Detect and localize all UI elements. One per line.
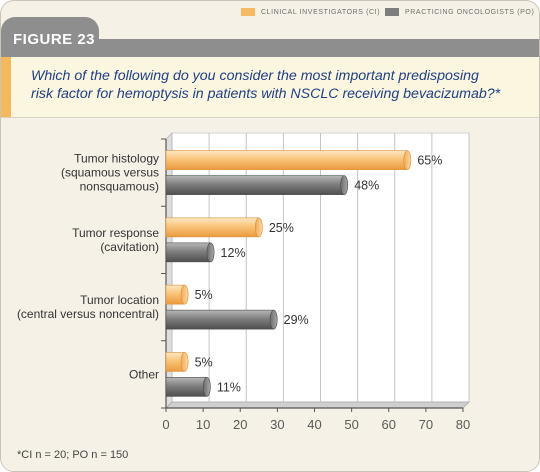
x-tick-label-10: 10 (196, 417, 210, 432)
x-tick-label-70: 70 (419, 417, 433, 432)
bar-po-1 (165, 242, 211, 263)
category-label-1-line-1: (cavitation) (100, 240, 159, 254)
x-tick-label-80: 80 (456, 417, 470, 432)
category-label-2-line-1: (central versus noncentral) (17, 307, 159, 321)
question-box: Which of the following do you consider t… (1, 57, 539, 118)
bar-cap-po-0 (340, 175, 349, 195)
category-label-3-line-0: Other (129, 367, 159, 381)
value-label-ci-0: 65% (417, 154, 442, 168)
footnote: *CI n = 20; PO n = 150 (17, 449, 129, 461)
plot-floor (165, 401, 470, 409)
legend-item-po: PRACTICING ONCOLOGISTS (PO) (385, 8, 534, 16)
chart-labels: Tumor histology(squamous versusnonsquamo… (17, 152, 442, 395)
x-tick-label-40: 40 (307, 417, 321, 432)
value-label-ci-1: 25% (269, 221, 294, 235)
question-accent-bar (1, 57, 11, 117)
bar-po-0 (165, 175, 345, 195)
value-label-ci-2: 5% (195, 288, 213, 302)
value-label-po-0: 48% (354, 179, 379, 193)
question-text: Which of the following do you consider t… (31, 67, 531, 103)
legend-label-ci: CLINICAL INVESTIGATORS (CI) (261, 8, 381, 16)
bar-cap-po-1 (206, 242, 215, 263)
figure-header-bar (1, 39, 539, 57)
bar-cap-po-3 (202, 377, 211, 397)
x-tick-label-60: 60 (382, 417, 396, 432)
legend-swatch-po (385, 8, 399, 16)
category-label-0-line-0: Tumor histology (74, 152, 159, 166)
legend-item-ci: CLINICAL INVESTIGATORS (CI) (241, 8, 380, 16)
legend-swatch-ci (241, 8, 255, 16)
value-label-po-1: 12% (221, 246, 246, 260)
category-label-0-line-1: (squamous versus (61, 166, 159, 180)
question-line-2: risk factor for hemoptysis in patients w… (31, 86, 501, 102)
x-tick-label-0: 0 (162, 417, 169, 432)
value-label-po-2: 29% (284, 313, 309, 327)
category-label-1-line-0: Tumor response (72, 226, 159, 240)
bar-cap-ci-2 (180, 284, 189, 305)
bar-ci-1 (165, 217, 260, 238)
bar-po-2 (165, 309, 274, 330)
x-tick-label-30: 30 (270, 417, 284, 432)
bar-cap-ci-3 (180, 352, 189, 372)
figure-label: FIGURE 23 (13, 31, 96, 48)
bar-ci-0 (165, 150, 408, 170)
value-label-ci-3: 5% (195, 355, 213, 369)
legend-label-po: PRACTICING ONCOLOGISTS (PO) (405, 8, 535, 16)
chart-legend: CLINICAL INVESTIGATORS (CI) PRACTICING O… (237, 5, 537, 21)
x-tick-label-20: 20 (233, 417, 247, 432)
x-tick-label-50: 50 (344, 417, 358, 432)
bar-cap-ci-0 (403, 150, 412, 170)
bar-po-3 (165, 377, 208, 397)
bar-cap-po-2 (269, 309, 278, 330)
category-label-0-line-2: nonsquamous) (80, 180, 159, 194)
bar-cap-ci-1 (254, 217, 263, 238)
category-label-2-line-0: Tumor location (80, 293, 159, 307)
question-line-1: Which of the following do you consider t… (31, 68, 479, 84)
value-label-po-3: 11% (217, 380, 241, 394)
figure-header: FIGURE 23 CLINICAL INVESTIGATORS (CI) PR… (1, 1, 539, 57)
chart-bars (165, 150, 412, 397)
